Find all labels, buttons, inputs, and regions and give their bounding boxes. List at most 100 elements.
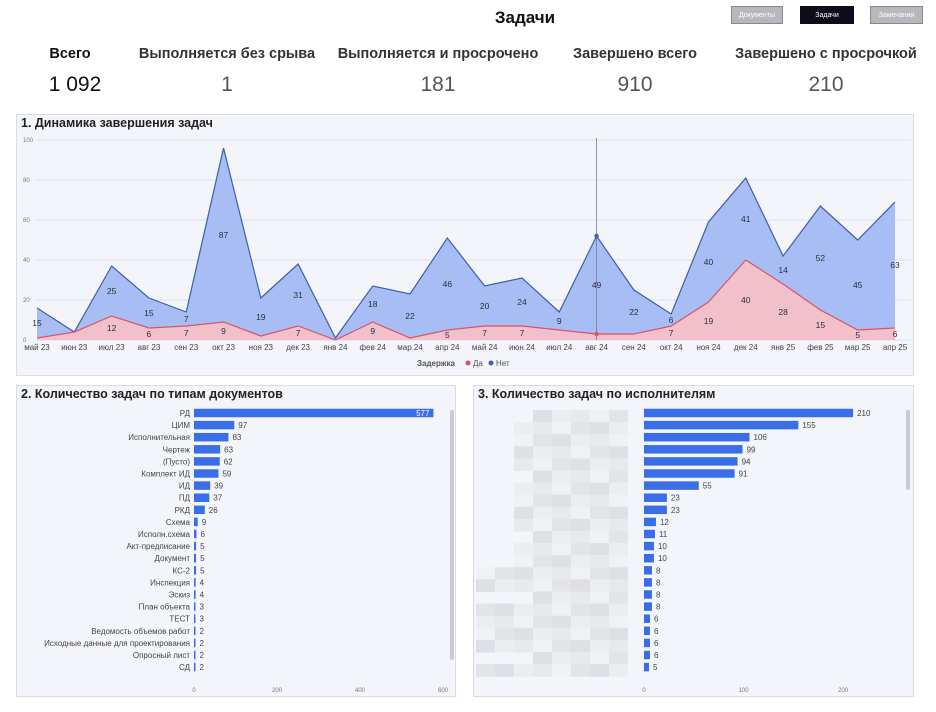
data-label-no: 45 <box>853 280 863 290</box>
anonymized-name-block <box>609 531 628 544</box>
anonymized-name-block <box>476 603 495 617</box>
anonymized-name-block <box>571 434 590 447</box>
bar[interactable] <box>644 662 649 672</box>
bar[interactable] <box>194 553 197 563</box>
anonymized-name-block <box>533 567 552 580</box>
legend-label-yes[interactable]: Да <box>473 359 483 368</box>
bar[interactable] <box>194 445 221 454</box>
data-label-no: 14 <box>778 265 788 275</box>
bar-value-label: 62 <box>224 457 233 466</box>
anonymized-name-block <box>476 615 495 629</box>
bar[interactable] <box>194 566 197 575</box>
x-tick-label: сен 24 <box>622 343 647 352</box>
bar[interactable] <box>644 529 655 539</box>
bar[interactable] <box>644 432 750 442</box>
bar[interactable] <box>194 505 205 515</box>
bar[interactable] <box>644 505 667 515</box>
category-label: Эскиз <box>169 591 191 600</box>
bar[interactable] <box>644 517 656 527</box>
bar[interactable] <box>194 650 196 660</box>
bar[interactable] <box>194 662 196 672</box>
bar[interactable] <box>644 614 650 623</box>
data-label-no: 25 <box>107 286 117 296</box>
anonymized-name-block <box>514 518 533 532</box>
bar[interactable] <box>194 408 434 418</box>
bar[interactable] <box>194 614 196 623</box>
bar[interactable] <box>194 578 196 587</box>
bar[interactable] <box>644 602 652 611</box>
bar[interactable] <box>644 420 799 430</box>
data-label-yes: 6 <box>893 329 898 339</box>
y-tick-label: 20 <box>23 298 30 304</box>
data-label-no: 41 <box>741 214 751 224</box>
x-tick-label: сен 23 <box>174 343 199 352</box>
bar[interactable] <box>644 578 652 587</box>
x-tick-label: 600 <box>438 688 449 694</box>
nav-documents-button[interactable]: Документы <box>731 6 783 24</box>
bar[interactable] <box>194 638 196 648</box>
anonymized-name-block <box>514 482 533 496</box>
bar[interactable] <box>194 481 211 490</box>
kpi-in-progress-overdue-label: Выполняется и просрочено <box>337 46 539 62</box>
bar[interactable] <box>194 517 198 527</box>
bar[interactable] <box>194 590 196 599</box>
bar[interactable] <box>194 432 229 442</box>
bar[interactable] <box>644 638 650 648</box>
kpi-completed-overdue-value: 210 <box>808 73 844 96</box>
category-label: Исходные данные для проектирования <box>44 639 190 648</box>
anonymized-name-block <box>533 652 552 665</box>
category-label: ТЕСТ <box>169 615 190 624</box>
bar[interactable] <box>644 408 854 418</box>
bar[interactable] <box>644 553 654 563</box>
bar[interactable] <box>194 457 220 466</box>
bar[interactable] <box>194 420 235 430</box>
bar[interactable] <box>644 445 743 454</box>
category-label: ИД <box>179 482 191 491</box>
anonymized-name-block <box>552 664 571 677</box>
bar[interactable] <box>644 481 699 490</box>
anonymized-name-block <box>590 410 609 423</box>
category-label: (Пусто) <box>163 457 190 466</box>
category-label: КС-2 <box>173 566 191 575</box>
bar[interactable] <box>644 493 667 502</box>
anonymized-name-block <box>514 494 533 508</box>
bar[interactable] <box>194 602 196 611</box>
nav-tasks-button[interactable]: Задачи <box>800 6 854 24</box>
bar[interactable] <box>644 650 650 660</box>
data-label-yes: 19 <box>704 316 714 326</box>
anonymized-name-block <box>533 446 552 459</box>
bar[interactable] <box>194 469 219 478</box>
anonymized-name-block <box>533 603 552 617</box>
bar[interactable] <box>194 541 197 551</box>
data-label-yes: 15 <box>816 320 826 330</box>
executors-scrollbar[interactable] <box>906 410 910 490</box>
nav-remarks-button[interactable]: Замечания <box>870 6 923 24</box>
hover-point-yes <box>594 331 599 337</box>
x-tick-label: май 24 <box>472 343 498 352</box>
data-label-yes: 12 <box>107 323 117 333</box>
anonymized-name-block <box>571 470 590 484</box>
bar[interactable] <box>644 566 652 575</box>
bar[interactable] <box>644 590 652 599</box>
anonymized-name-block <box>495 627 514 641</box>
dynamics-area-chart[interactable]: 0 20 40 60 80 100 15 25 15 7 87 19 31 18 22 46 20 24 9 49 22… <box>17 115 913 375</box>
bar[interactable] <box>644 457 738 466</box>
anonymized-name-block <box>514 422 533 435</box>
bar[interactable] <box>194 529 197 539</box>
bar[interactable] <box>194 493 210 502</box>
data-label-no: 24 <box>517 297 527 307</box>
bar-value-label: 5 <box>200 566 205 575</box>
kpi-completed-total-value: 910 <box>617 73 653 96</box>
bar[interactable] <box>194 626 196 636</box>
doc-types-scrollbar[interactable] <box>450 410 454 660</box>
bar[interactable] <box>644 541 654 551</box>
anonymized-name-block <box>552 567 571 580</box>
kpi-completed-overdue-label: Завершено с просрочкой <box>735 46 917 62</box>
doc-types-chart-title: 2. Количество задач по типам документов <box>21 387 283 401</box>
bar[interactable] <box>644 469 735 478</box>
anonymized-name-block <box>514 555 533 568</box>
bar[interactable] <box>644 626 650 636</box>
legend-label-no[interactable]: Нет <box>496 359 510 368</box>
